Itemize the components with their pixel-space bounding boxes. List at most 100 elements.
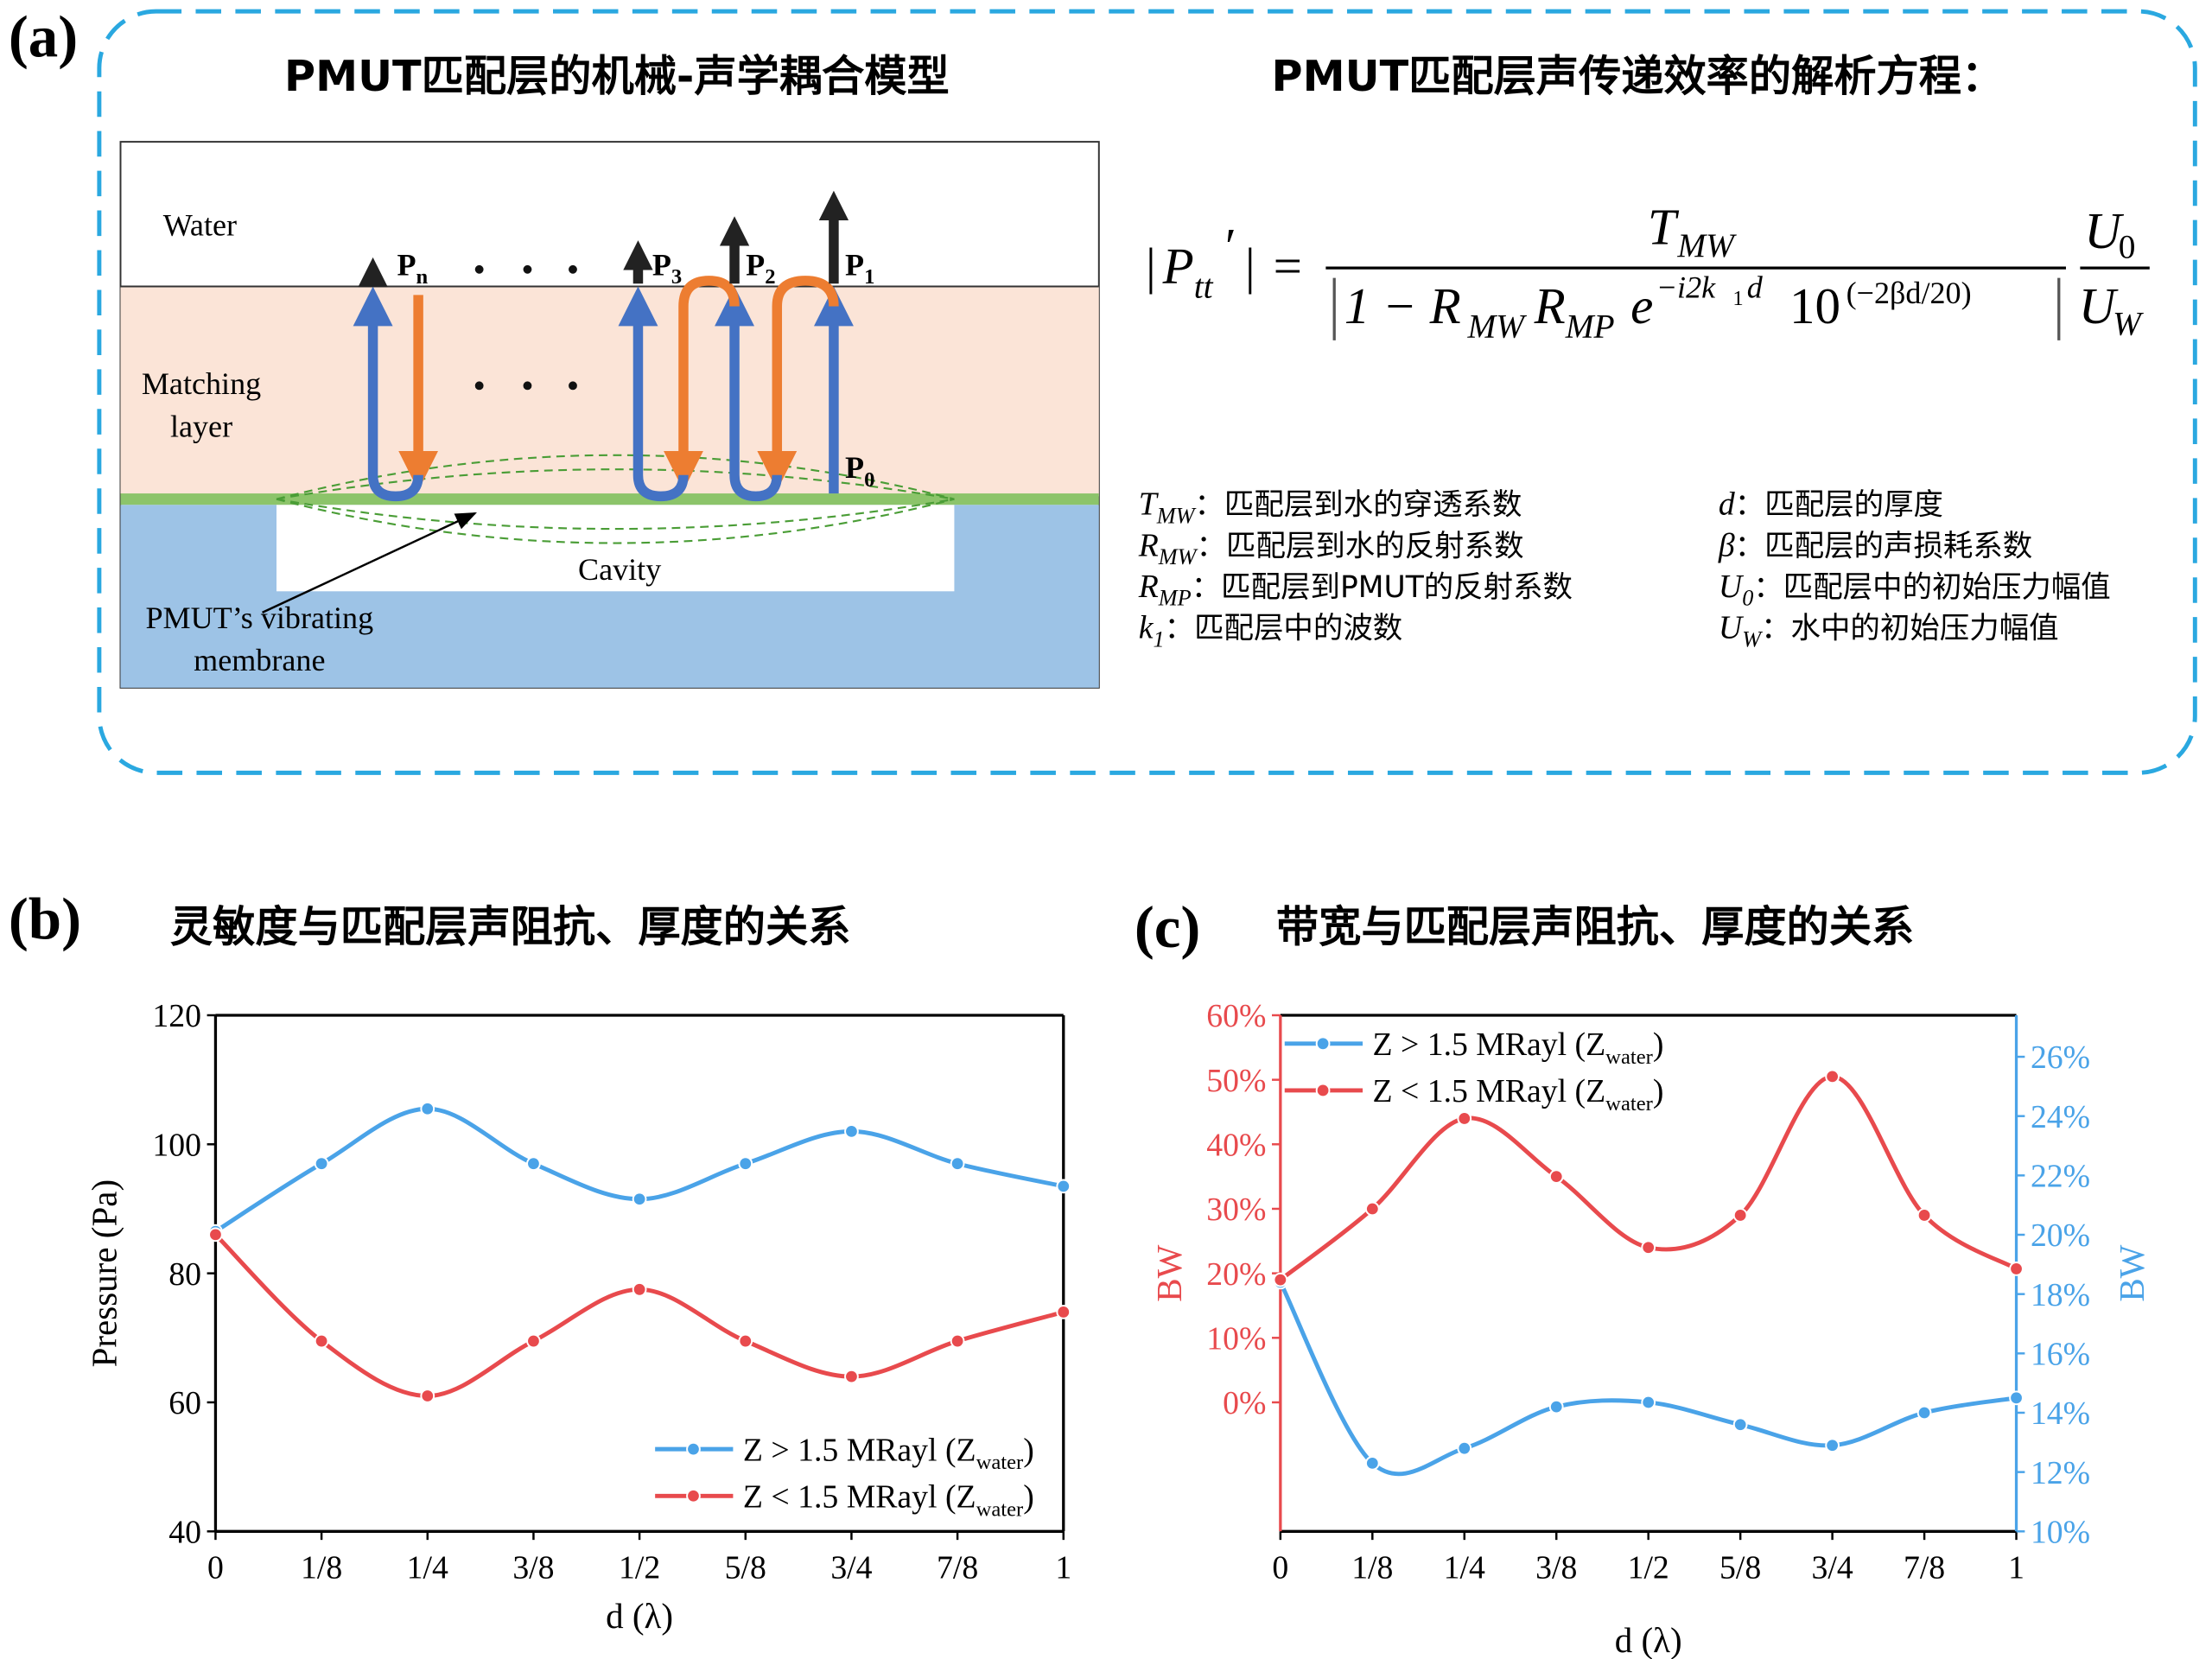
eq-token: T [1648,198,1680,255]
dot [523,264,532,274]
x-tick-label: 5/8 [1719,1549,1761,1586]
y-tick-label: 20% [1206,1256,1266,1293]
data-point [738,1156,753,1172]
eq-token: 1 − R [1344,277,1461,334]
symbol-entry: RMW：匹配层到水的反射系数 [1138,527,1524,569]
y-tick-label: 0% [1223,1385,1266,1421]
y2-tick-label: 12% [2031,1455,2090,1491]
data-point [632,1281,647,1297]
data-point [1364,1455,1380,1471]
symbol-desc: ：匹配层中的波数 [1165,611,1403,645]
data-point [526,1156,541,1172]
series-line [214,1106,1065,1234]
p: P [652,247,671,282]
eq-token: | [1245,238,1255,295]
data-point [2009,1390,2024,1406]
legend-marker [686,1488,701,1503]
symbol: β [1718,527,1735,563]
data-point [632,1192,647,1207]
data-point [950,1333,965,1349]
panel-label: (a) [9,4,78,70]
data-point [420,1101,435,1116]
equation-title: PMUT匹配层声传递效率的解析方程： [1272,51,2005,101]
x-tick-label: 1 [1055,1549,1071,1586]
symbol-sub: MW [1158,544,1198,569]
legend-text-part: Z < 1.5 MRayl (Z [1373,1073,1606,1109]
mode-curve [276,498,955,531]
symbol-desc: ：匹配层到PMUT的反射系数 [1192,570,1573,605]
data-point [1825,1069,1840,1084]
p: P [746,247,765,282]
symbol-sub: MW [1156,504,1197,529]
chart: 灵敏度与匹配层声阻抗、厚度的关系 0 1/8 1/4 3/8 1/2 5/8 3/4 7/8 1 4… [85,902,1072,1636]
x-tick-label: 1/8 [1351,1549,1393,1586]
symbol-sub: MP [1158,586,1192,611]
x-tick-label: 3/4 [830,1549,872,1586]
data-point [1056,1179,1071,1194]
dot [569,381,577,391]
data-point [844,1369,859,1384]
symbol-entry: TMW：匹配层到水的穿透系数 [1139,486,1522,529]
data-point [1548,1399,1564,1414]
symbol-desc: ：匹配层到水的反射系数 [1197,529,1524,563]
x-axis-label: d (λ) [1615,1620,1682,1659]
x-tick-label: 1/2 [619,1549,660,1586]
legend-marker [1315,1036,1331,1052]
symbol: T [1139,486,1160,523]
y2-tick-label: 24% [2031,1099,2090,1135]
y-tick-label: 40 [168,1514,201,1550]
legend-text-part: ) [1023,1478,1034,1515]
legend-text-part: water [1605,1046,1653,1069]
diagram: Water Matching layer Cavity PMUT’s vibra… [119,141,1100,689]
x-tick-label: 3/4 [1812,1549,1853,1586]
legend-label: Z < 1.5 MRayl (Zwater) [743,1478,1034,1521]
symbol: U [1719,569,1745,605]
data-point [526,1333,541,1349]
y-tick-label: 60 [168,1385,201,1421]
x-tick-label: 0 [207,1549,224,1586]
membrane-label: membrane [194,643,325,677]
panel-frame [97,9,2197,775]
symbol: d [1719,486,1735,523]
p: P [397,247,416,282]
eq-token: 1 [1732,287,1743,310]
panel-label: (b) [9,886,81,951]
symbol: U [1719,609,1745,645]
p: P [845,247,864,282]
symbol-entry: d：匹配层的厚度 [1719,486,1943,523]
eq-token: | [1146,238,1156,295]
data-point [1273,1272,1288,1287]
diagram-title: PMUT匹配层的机械-声学耦合模型 [284,51,950,101]
wave-label: Pn [397,247,428,289]
y-tick-label: 120 [152,998,201,1034]
symbol: k [1139,609,1154,645]
y2-axis-label: BW [2112,1244,2152,1301]
legend-text-part: Z < 1.5 MRayl (Z [743,1478,976,1515]
y2-tick-label: 22% [2031,1158,2090,1194]
matching-label: Matching [142,366,261,401]
series-line [213,1233,1065,1398]
symbol-entry: UW：水中的初始压力幅值 [1719,609,2059,652]
eq-token: P [1162,238,1194,295]
sub: 0 [864,468,874,492]
y-axis-label: Pressure (Pa) [85,1179,124,1368]
data-point [1916,1405,1932,1421]
y-axis-label: BW [1149,1244,1189,1301]
water-label: Water [163,207,237,242]
annotation-arrow [262,512,477,614]
symbol-desc: ：匹配层中的初始压力幅值 [1753,570,2110,605]
mode-curve [276,498,955,544]
eq-token: R [1534,277,1566,334]
x-tick-label: 3/8 [1535,1549,1577,1586]
symbol-desc: ：匹配层到水的穿透系数 [1194,488,1522,523]
eq-token: 0 [2119,228,2136,266]
x-tick-label: 5/8 [725,1549,766,1586]
dot [474,264,484,274]
symbol-sub: W [1742,626,1763,652]
transmitted-wave [353,286,423,502]
x-tick-label: 1/8 [301,1549,342,1586]
sub: 2 [765,265,775,289]
x-tick-label: 1 [2008,1549,2024,1586]
symbol: R [1138,527,1159,563]
cavity-label: Cavity [578,552,661,587]
